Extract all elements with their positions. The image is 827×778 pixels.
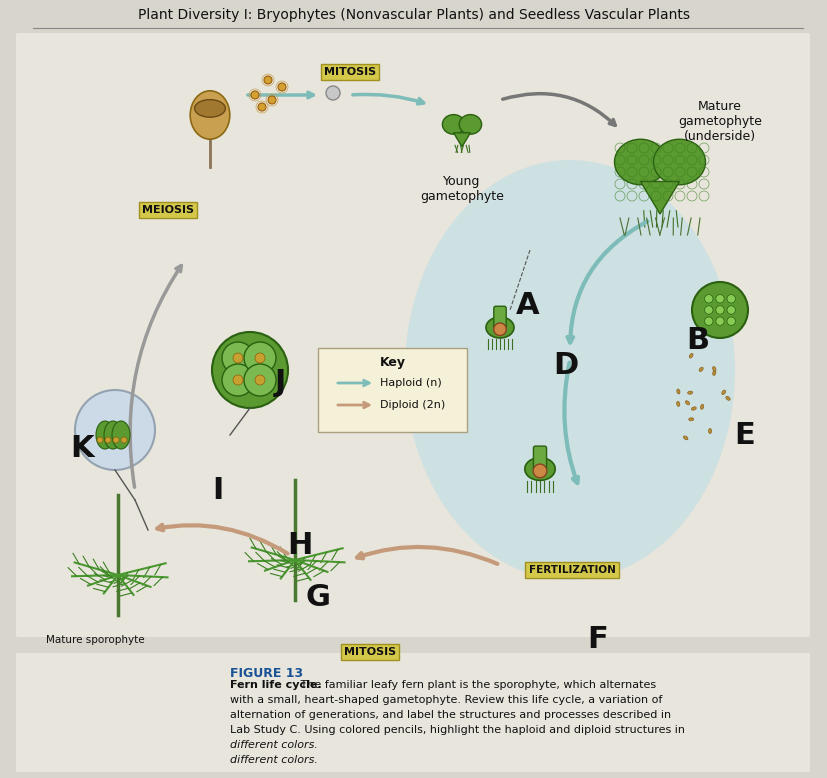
- Ellipse shape: [190, 91, 230, 139]
- Text: with a small, heart-shaped gametophyte. Review this life cycle, a variation of: with a small, heart-shaped gametophyte. …: [230, 695, 662, 705]
- Ellipse shape: [96, 421, 114, 449]
- Text: MEIOSIS: MEIOSIS: [141, 205, 194, 215]
- Circle shape: [244, 364, 275, 396]
- Ellipse shape: [677, 378, 682, 381]
- Ellipse shape: [686, 359, 690, 363]
- Ellipse shape: [112, 421, 130, 449]
- Circle shape: [112, 437, 119, 443]
- Polygon shape: [640, 181, 679, 214]
- Text: The familiar leafy fern plant is the sporophyte, which alternates: The familiar leafy fern plant is the spo…: [297, 680, 656, 690]
- Text: different colors.: different colors.: [230, 740, 318, 750]
- Circle shape: [121, 437, 127, 443]
- Circle shape: [715, 295, 724, 303]
- Circle shape: [278, 83, 285, 91]
- Ellipse shape: [695, 392, 700, 395]
- Text: H: H: [287, 531, 313, 559]
- Text: J: J: [274, 367, 285, 397]
- Text: Lab Study C. Using colored pencils, highlight the haploid and diploid structures: Lab Study C. Using colored pencils, high…: [230, 725, 684, 735]
- Circle shape: [232, 353, 242, 363]
- Text: Mature
gametophyte
(underside): Mature gametophyte (underside): [677, 100, 761, 143]
- Ellipse shape: [442, 114, 464, 134]
- Ellipse shape: [680, 354, 683, 359]
- Text: I: I: [212, 475, 223, 504]
- Circle shape: [97, 437, 103, 443]
- Ellipse shape: [677, 433, 681, 438]
- Circle shape: [255, 353, 265, 363]
- Circle shape: [232, 375, 242, 385]
- Text: Diploid (2n): Diploid (2n): [380, 400, 445, 410]
- Text: E: E: [734, 420, 754, 450]
- Circle shape: [704, 306, 712, 314]
- Ellipse shape: [653, 139, 705, 184]
- Text: FERTILIZATION: FERTILIZATION: [528, 565, 614, 575]
- Ellipse shape: [707, 396, 712, 398]
- Ellipse shape: [692, 385, 696, 390]
- Text: Fern life cycle.: Fern life cycle.: [230, 680, 321, 690]
- Text: Haploid (n): Haploid (n): [380, 378, 442, 388]
- Text: G: G: [305, 584, 330, 612]
- Circle shape: [533, 464, 546, 478]
- Circle shape: [493, 323, 505, 335]
- Ellipse shape: [703, 352, 708, 356]
- Circle shape: [264, 76, 272, 84]
- Circle shape: [75, 390, 155, 470]
- Ellipse shape: [104, 421, 122, 449]
- Ellipse shape: [459, 114, 481, 134]
- Circle shape: [212, 332, 288, 408]
- Circle shape: [726, 306, 734, 314]
- Circle shape: [704, 317, 712, 325]
- Text: alternation of generations, and label the structures and processes described in: alternation of generations, and label th…: [230, 710, 671, 720]
- Text: Plant Diversity I: Bryophytes (Nonvascular Plants) and Seedless Vascular Plants: Plant Diversity I: Bryophytes (Nonvascul…: [138, 8, 689, 22]
- Text: F: F: [587, 626, 608, 654]
- Circle shape: [326, 86, 340, 100]
- Circle shape: [222, 364, 254, 396]
- Text: Key: Key: [379, 356, 405, 369]
- Text: MITOSIS: MITOSIS: [323, 67, 375, 77]
- Circle shape: [268, 96, 275, 104]
- Circle shape: [258, 103, 265, 111]
- Circle shape: [222, 342, 254, 374]
- Text: FIGURE 13: FIGURE 13: [230, 667, 303, 680]
- Ellipse shape: [687, 382, 692, 385]
- Text: B: B: [686, 325, 709, 355]
- Circle shape: [726, 317, 734, 325]
- Text: Young
gametophyte: Young gametophyte: [419, 175, 504, 203]
- Ellipse shape: [485, 317, 514, 338]
- Ellipse shape: [614, 139, 666, 184]
- Ellipse shape: [703, 424, 708, 427]
- Circle shape: [715, 317, 724, 325]
- Circle shape: [704, 295, 712, 303]
- Circle shape: [715, 306, 724, 314]
- Circle shape: [244, 342, 275, 374]
- Ellipse shape: [715, 409, 718, 414]
- Ellipse shape: [194, 100, 225, 117]
- Polygon shape: [453, 133, 470, 147]
- Text: different colors.: different colors.: [230, 755, 318, 765]
- Text: D: D: [552, 351, 578, 380]
- Ellipse shape: [679, 368, 683, 372]
- FancyBboxPatch shape: [16, 653, 809, 772]
- Text: A: A: [515, 290, 539, 320]
- Circle shape: [726, 295, 734, 303]
- Circle shape: [251, 91, 259, 99]
- Text: Mature sporophyte: Mature sporophyte: [45, 635, 144, 645]
- FancyBboxPatch shape: [16, 33, 809, 637]
- Ellipse shape: [715, 420, 719, 423]
- Circle shape: [105, 437, 111, 443]
- FancyBboxPatch shape: [493, 307, 505, 330]
- Ellipse shape: [524, 457, 555, 480]
- FancyBboxPatch shape: [318, 348, 466, 432]
- Ellipse shape: [672, 423, 677, 427]
- Ellipse shape: [404, 160, 734, 580]
- FancyBboxPatch shape: [533, 446, 546, 471]
- Text: K: K: [70, 433, 93, 462]
- Circle shape: [255, 375, 265, 385]
- Circle shape: [691, 282, 747, 338]
- Text: MITOSIS: MITOSIS: [343, 647, 395, 657]
- Ellipse shape: [707, 353, 712, 356]
